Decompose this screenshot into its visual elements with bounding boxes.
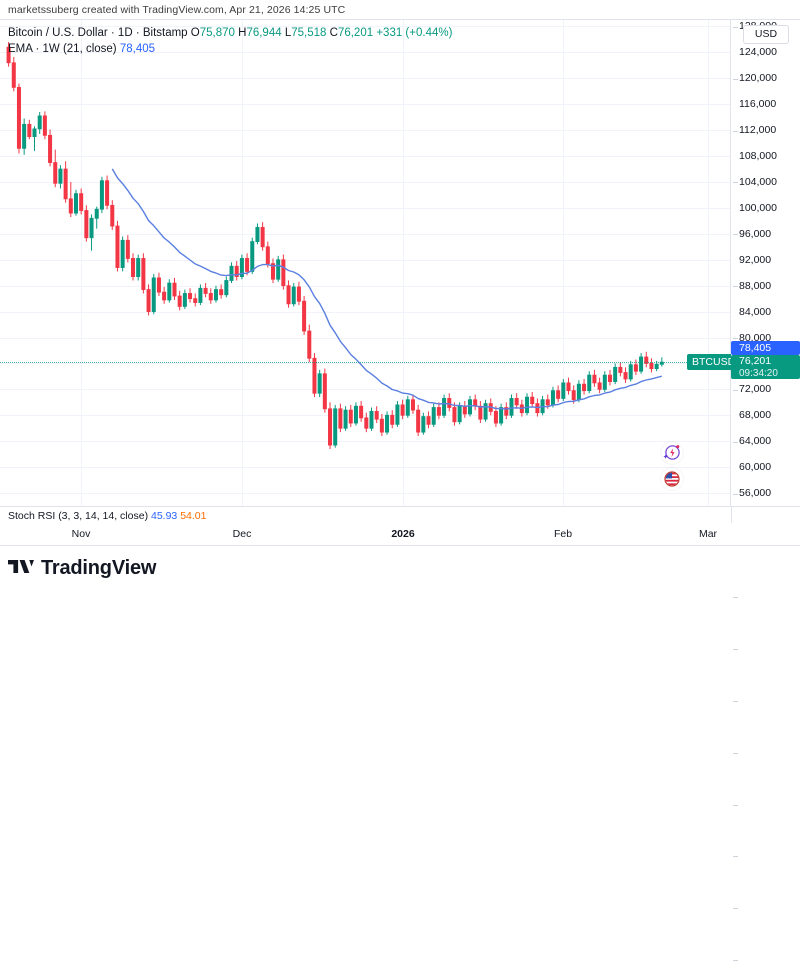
chart-badges (661, 442, 683, 494)
price-tick: 60,000 (733, 461, 771, 910)
price-tick: 88,000 (733, 280, 771, 547)
us-flag-icon[interactable] (661, 468, 683, 490)
price-tick: 72,000 (733, 383, 771, 754)
price-tick: 108,000 (733, 150, 777, 288)
bar-countdown: 09:34:20 (739, 367, 778, 379)
last-price-line (0, 362, 731, 363)
price-tick: 104,000 (733, 176, 777, 339)
time-tick: Nov (71, 528, 91, 540)
legend-ema-row: EMA · 1W (21, close) 78,405 (8, 42, 452, 56)
legend-close-value: 76,201 (337, 27, 374, 39)
price-tick: 64,000 (733, 435, 771, 858)
last-price-badge: 76,201 09:34:20 (731, 355, 800, 380)
footer: TradingView (8, 557, 156, 580)
time-tick: Dec (232, 528, 252, 540)
price-tick: 100,000 (733, 202, 777, 391)
lightning-sparkle-icon[interactable] (661, 442, 683, 464)
legend-low-value: 75,518 (291, 27, 327, 39)
price-tick: 96,000 (733, 228, 771, 443)
chart-frame: BTCUSD (0, 19, 800, 961)
legend-high-value: 76,944 (246, 27, 282, 39)
tradingview-logo-icon (8, 558, 34, 580)
legend-symbol[interactable]: Bitcoin / U.S. Dollar · 1D · Bitstamp (8, 27, 188, 39)
stoch-rsi-legend: Stoch RSI (3, 3, 14, 14, close) 45.93 54… (8, 510, 206, 522)
price-tick: 84,000 (733, 306, 771, 599)
stoch-rsi-axis (731, 506, 800, 524)
currency-button[interactable]: USD (743, 25, 789, 44)
stoch-rsi-pane[interactable]: Stoch RSI (3, 3, 14, 14, close) 45.93 54… (0, 506, 731, 524)
stoch-rsi-d-value: 54.01 (180, 510, 207, 522)
legend-symbol-row: Bitcoin / U.S. Dollar · 1D · Bitstamp O7… (8, 26, 452, 40)
time-tick: Feb (553, 528, 573, 540)
stoch-rsi-k-value: 45.93 (151, 510, 178, 522)
price-axis[interactable]: USD 128,000124,000120,000116,000112,0001… (730, 20, 800, 961)
legend-ema-value: 78,405 (119, 43, 156, 55)
price-tick: 112,000 (733, 124, 776, 236)
attribution-text: marketssuberg created with TradingView.c… (8, 4, 346, 16)
legend-low-key: L (284, 27, 292, 39)
time-axis[interactable]: NovDec2026FebMarAprMay (0, 523, 800, 546)
price-tick: 120,000 (733, 72, 777, 132)
legend-close-key: C (329, 27, 338, 39)
price-pane[interactable]: BTCUSD (0, 20, 731, 506)
legend-high-key: H (238, 27, 247, 39)
price-tick: 68,000 (733, 409, 771, 806)
legend-change: +331 (+0.44%) (376, 27, 453, 39)
price-tick: 92,000 (733, 254, 771, 495)
price-tick: 116,000 (733, 98, 776, 184)
chart-legend: Bitcoin / U.S. Dollar · 1D · Bitstamp O7… (8, 26, 452, 56)
ema-value-badge: 78,405 (731, 340, 800, 355)
price-tick: 124,000 (733, 46, 777, 80)
candlestick-series (6, 42, 664, 449)
tradingview-wordmark: TradingView (41, 557, 157, 579)
legend-ema-name[interactable]: EMA · 1W (21, close) (8, 43, 117, 55)
last-price-value: 76,201 (739, 355, 772, 368)
price-tick: 56,000 (733, 487, 771, 961)
legend-open-value: 75,870 (199, 27, 235, 39)
legend-open-key: O (190, 27, 200, 39)
symbol-price-tag: BTCUSD (687, 354, 731, 371)
stoch-rsi-label[interactable]: Stoch RSI (3, 3, 14, 14, close) (8, 510, 149, 522)
time-tick: Mar (698, 528, 718, 540)
time-tick: 2026 (391, 528, 415, 540)
